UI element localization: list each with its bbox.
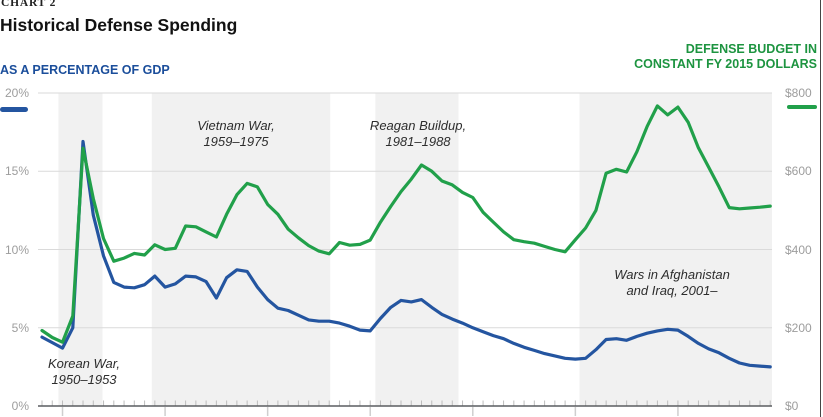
y-axis-label-left: 15% — [4, 164, 29, 179]
y-axis-label-right: $400 — [785, 242, 812, 257]
gdp-series-legend-swatch — [0, 107, 28, 112]
y-axis-label-right: $0 — [785, 399, 799, 413]
left-axis-title: AS A PERCENTAGE OF GDP — [0, 63, 170, 77]
afghanistan-iraq-annotation: Wars in Afghanistan and Iraq, 2001– — [614, 267, 730, 298]
y-axis-label-right: $200 — [785, 320, 812, 335]
page-right-border — [819, 0, 821, 417]
y-axis-label-right: $800 — [785, 86, 812, 100]
chart-title: Historical Defense Spending — [0, 15, 238, 35]
right-axis-title-line1: DEFENSE BUDGET IN — [685, 42, 817, 56]
vietnam-war-annotation: Vietnam War, 1959–1975 — [197, 118, 275, 149]
constant-dollar-budget-line — [40, 104, 772, 344]
gdp-percentage-line — [40, 139, 772, 369]
y-axis-label-left: 10% — [4, 242, 29, 257]
y-axis-label-left: 5% — [11, 320, 29, 335]
right-axis-title: DEFENSE BUDGET IN CONSTANT FY 2015 DOLLA… — [634, 42, 817, 71]
korean-war-annotation: Korean War, 1950–1953 — [47, 356, 121, 387]
chart-kicker: CHART 2 — [1, 0, 57, 9]
y-axis-label-left: 20% — [4, 86, 29, 100]
reagan-buildup-annotation: Reagan Buildup, 1981–1988 — [369, 118, 467, 149]
budget-series-legend-swatch — [787, 104, 817, 109]
y-axis-label-left: 0% — [11, 399, 29, 413]
y-axis-label-right: $600 — [785, 164, 812, 179]
right-axis-title-line2: CONSTANT FY 2015 DOLLARS — [634, 56, 817, 71]
